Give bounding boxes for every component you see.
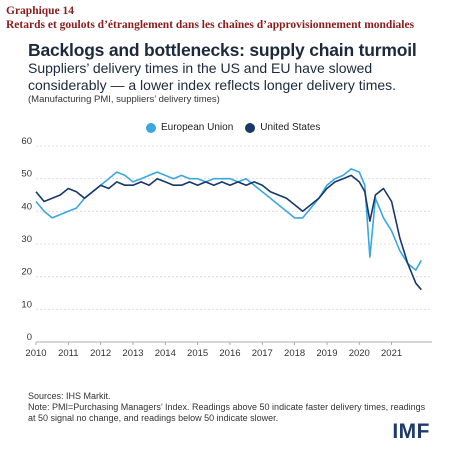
legend-item-us: United States xyxy=(245,122,320,133)
y-tick-label: 10 xyxy=(21,299,32,310)
y-tick-label: 0 xyxy=(27,332,32,343)
chart-note: (Manufacturing PMI, suppliers’ delivery … xyxy=(28,94,220,105)
legend-swatch-us xyxy=(245,122,256,133)
x-tick-label: 2013 xyxy=(122,348,143,359)
chart-legend: European Union United States xyxy=(146,122,320,133)
legend-label-us: United States xyxy=(260,122,321,133)
x-tick-label: 2015 xyxy=(187,348,208,359)
y-tick-label: 60 xyxy=(21,136,32,147)
sources-text: Sources: IHS Markit. xyxy=(28,391,111,401)
x-tick-label: 2010 xyxy=(25,348,46,359)
y-tick-label: 30 xyxy=(21,234,32,245)
chart-sources: Sources: IHS Markit. Note: PMI=Purchasin… xyxy=(28,391,428,424)
x-tick-label: 2011 xyxy=(58,348,78,359)
figure-header: Graphique 14 Retards et goulots d’étrang… xyxy=(6,4,446,32)
chart-subtitle: Suppliers’ delivery times in the US and … xyxy=(28,60,397,93)
line-chart: 0 10 20 30 40 50 60 2010 2011 2012 2013 2014 2015 201… xyxy=(21,136,432,359)
x-tick-label: 2018 xyxy=(284,348,305,359)
x-tick-label: 2016 xyxy=(219,348,240,359)
legend-swatch-eu xyxy=(146,122,156,133)
legend-item-eu: European Union xyxy=(146,122,233,133)
y-tick-label: 50 xyxy=(21,169,32,180)
x-tick-label: 2021 xyxy=(381,348,402,359)
y-tick-label: 40 xyxy=(21,201,32,212)
figure-number: Graphique 14 xyxy=(6,5,75,17)
footnote-text: Note: PMI=Purchasing Managers’ Index. Re… xyxy=(28,402,426,423)
x-tick-label: 2019 xyxy=(316,348,337,359)
chart-title: Backlogs and bottlenecks: supply chain t… xyxy=(28,40,417,60)
x-tick-label: 2017 xyxy=(252,348,273,359)
series-line-eu xyxy=(35,168,422,271)
x-tick-label: 2012 xyxy=(90,348,111,359)
chart-card: Backlogs and bottlenecks: supply chain t… xyxy=(6,36,446,446)
legend-label-eu: European Union xyxy=(161,122,234,133)
y-tick-label: 20 xyxy=(21,267,32,278)
x-tick-label: 2020 xyxy=(349,348,370,359)
figure-title: Retards et goulots d’étranglement dans l… xyxy=(6,19,415,31)
x-tick-label: 2014 xyxy=(155,348,176,359)
imf-logo: IMF xyxy=(392,420,430,443)
series-line-us xyxy=(35,174,422,291)
